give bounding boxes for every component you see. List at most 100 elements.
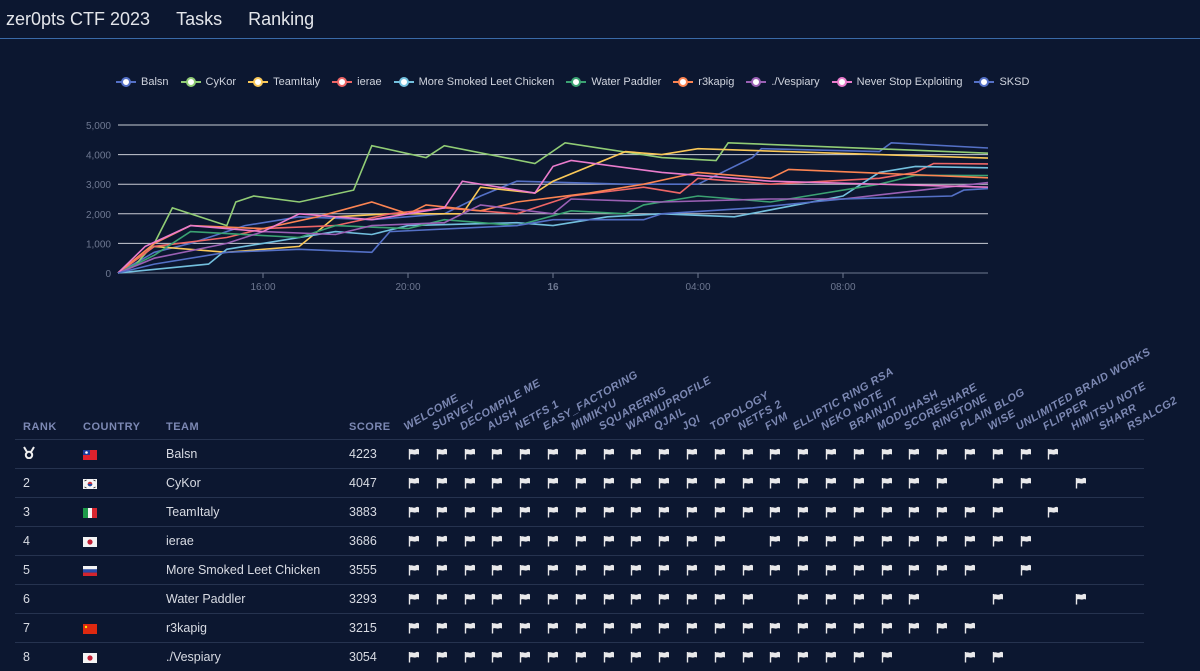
solved-flag-icon: [1075, 593, 1087, 605]
solved-flag-icon: [686, 564, 698, 576]
team-score: 3054: [341, 643, 402, 671]
solved-flag-icon: [908, 448, 920, 460]
country-flag-jp: [83, 653, 97, 663]
solved-flag-icon: [519, 564, 531, 576]
solved-flag-icon: [686, 506, 698, 518]
table-row: 2 CyKor 4047: [15, 469, 1144, 498]
team-score: 3555: [341, 556, 402, 585]
solved-flag-icon: [464, 506, 476, 518]
solved-flag-icon: [630, 622, 642, 634]
legend-label: Water Paddler: [591, 76, 661, 88]
table-row: 3 TeamItaly 3883: [15, 498, 1144, 527]
solved-flag-icon: [658, 477, 670, 489]
series-line-cykor: [118, 143, 988, 273]
legend-label: Balsn: [141, 76, 169, 88]
legend-item[interactable]: ./Vespiary: [746, 76, 819, 88]
solved-flag-icon: [519, 448, 531, 460]
legend-item[interactable]: TeamItaly: [248, 76, 320, 88]
legend-item[interactable]: Balsn: [116, 76, 169, 88]
solved-flag-icon: [714, 622, 726, 634]
medal-icon: [23, 446, 35, 459]
solved-challenges: [402, 527, 1144, 556]
legend-marker-icon: [832, 77, 852, 87]
solved-flag-icon: [908, 593, 920, 605]
solved-flag-icon: [408, 448, 420, 460]
solved-flag-icon: [742, 564, 754, 576]
solved-flag-icon: [1020, 535, 1032, 547]
solved-flag-icon: [769, 535, 781, 547]
rank-value: 2: [23, 476, 30, 490]
team-name[interactable]: Balsn: [158, 440, 341, 469]
legend-item[interactable]: ierae: [332, 76, 381, 88]
legend-label: TeamItaly: [273, 76, 320, 88]
solved-flag-icon: [630, 506, 642, 518]
solved-flag-icon: [936, 448, 948, 460]
rank-value: 4: [23, 534, 30, 548]
team-name[interactable]: Water Paddler: [158, 585, 341, 614]
team-name[interactable]: CyKor: [158, 469, 341, 498]
solved-flag-icon: [714, 535, 726, 547]
solved-flag-icon: [491, 448, 503, 460]
solved-flag-icon: [992, 593, 1004, 605]
solved-flag-icon: [658, 564, 670, 576]
team-name[interactable]: More Smoked Leet Chicken: [158, 556, 341, 585]
team-name[interactable]: r3kapig: [158, 614, 341, 643]
nav-ranking[interactable]: Ranking: [248, 9, 314, 30]
solved-flag-icon: [964, 651, 976, 663]
rank-value: 5: [23, 563, 30, 577]
solved-flag-icon: [908, 622, 920, 634]
solved-flag-icon: [575, 535, 587, 547]
solved-flag-icon: [714, 448, 726, 460]
solved-flag-icon: [992, 506, 1004, 518]
solved-flag-icon: [853, 506, 865, 518]
solved-flag-icon: [491, 651, 503, 663]
legend-item[interactable]: More Smoked Leet Chicken: [394, 76, 555, 88]
solved-flag-icon: [491, 506, 503, 518]
solved-flag-icon: [630, 477, 642, 489]
rank-value: 8: [23, 650, 30, 664]
brand-link[interactable]: zer0pts CTF 2023: [6, 9, 150, 30]
solved-flag-icon: [881, 564, 893, 576]
legend-marker-icon: [181, 77, 201, 87]
solved-flag-icon: [630, 651, 642, 663]
solved-flag-icon: [825, 564, 837, 576]
team-name[interactable]: ierae: [158, 527, 341, 556]
solved-flag-icon: [603, 593, 615, 605]
solved-flag-icon: [408, 622, 420, 634]
solved-flag-icon: [825, 651, 837, 663]
solved-flag-icon: [575, 564, 587, 576]
solved-flag-icon: [881, 593, 893, 605]
rank-value: 7: [23, 621, 30, 635]
solved-flag-icon: [408, 593, 420, 605]
team-name[interactable]: ./Vespiary: [158, 643, 341, 671]
solved-flag-icon: [630, 564, 642, 576]
legend-label: Never Stop Exploiting: [857, 76, 963, 88]
legend-item[interactable]: SKSD: [974, 76, 1029, 88]
legend-item[interactable]: r3kapig: [673, 76, 734, 88]
solved-flag-icon: [547, 593, 559, 605]
solved-flag-icon: [519, 506, 531, 518]
solved-flag-icon: [853, 622, 865, 634]
legend-item[interactable]: Water Paddler: [566, 76, 661, 88]
legend-marker-icon: [974, 77, 994, 87]
country-flag-ru: [83, 566, 97, 576]
solved-flag-icon: [603, 622, 615, 634]
solved-flag-icon: [686, 651, 698, 663]
solved-flag-icon: [1020, 448, 1032, 460]
table-row: 6 Water Paddler 3293: [15, 585, 1144, 614]
legend-marker-icon: [248, 77, 268, 87]
solved-flag-icon: [547, 448, 559, 460]
solved-flag-icon: [408, 506, 420, 518]
solved-flag-icon: [769, 651, 781, 663]
nav-tasks[interactable]: Tasks: [176, 9, 222, 30]
header-rank: RANK: [15, 395, 75, 440]
solved-flag-icon: [547, 622, 559, 634]
legend-item[interactable]: CyKor: [181, 76, 237, 88]
y-tick-label: 2,000: [86, 210, 111, 221]
team-name[interactable]: TeamItaly: [158, 498, 341, 527]
legend-marker-icon: [673, 77, 693, 87]
legend-item[interactable]: Never Stop Exploiting: [832, 76, 963, 88]
solved-flag-icon: [853, 564, 865, 576]
